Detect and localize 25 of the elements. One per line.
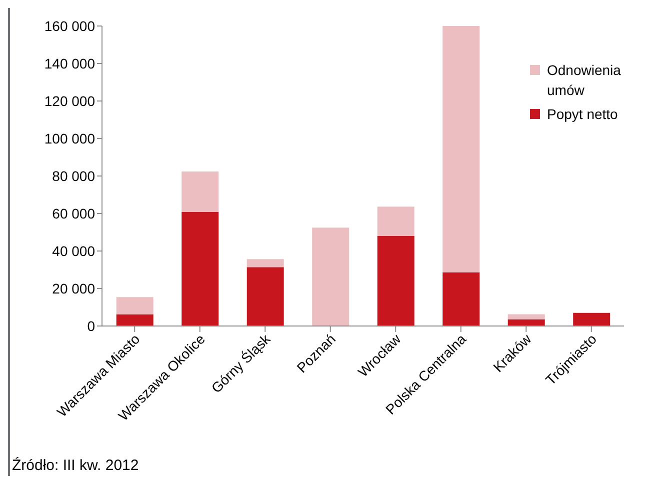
text: Źródło: III kw. 2012 bbox=[12, 457, 139, 474]
bar bbox=[116, 297, 154, 314]
bar bbox=[182, 212, 219, 326]
legend-label: Popyt netto bbox=[547, 105, 618, 124]
bar bbox=[508, 314, 545, 320]
y-tick-label: 120 000 bbox=[44, 92, 96, 109]
y-tick-label: 40 000 bbox=[52, 242, 96, 259]
bar bbox=[182, 172, 219, 212]
bar bbox=[442, 272, 480, 326]
y-tick-label: 60 000 bbox=[52, 205, 96, 222]
bar bbox=[573, 312, 610, 326]
y-tick-label: 160 000 bbox=[44, 18, 96, 34]
bar bbox=[246, 267, 284, 326]
bar bbox=[377, 236, 414, 326]
bar bbox=[312, 228, 350, 326]
legend-label: Odnowienia umów bbox=[547, 61, 622, 100]
bar bbox=[246, 259, 284, 268]
y-tick-label: 100 000 bbox=[44, 130, 96, 146]
y-tick-label: 80 000 bbox=[52, 168, 96, 184]
bar bbox=[442, 26, 480, 272]
bar bbox=[377, 206, 414, 236]
y-tick-label: 140 000 bbox=[44, 55, 96, 72]
bar bbox=[116, 314, 154, 326]
y-tick-label: 0 bbox=[87, 318, 96, 334]
y-tick-label: 20 000 bbox=[52, 280, 96, 296]
